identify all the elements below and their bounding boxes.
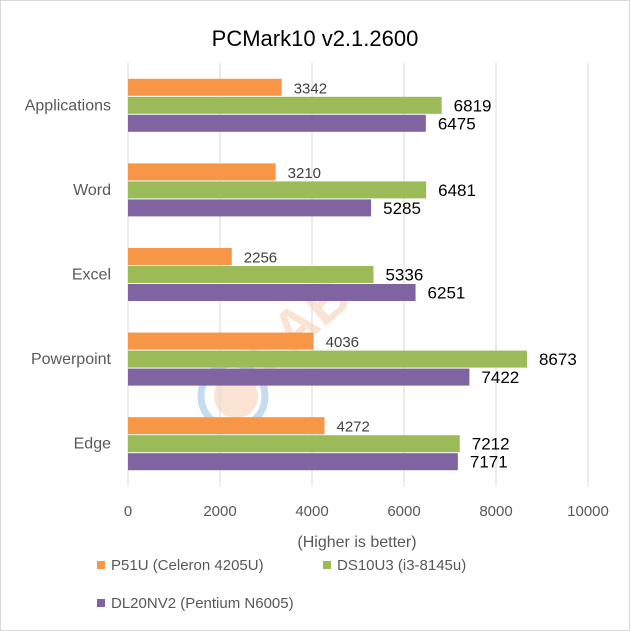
data-label: 7422 xyxy=(481,368,519,387)
chart-title: PCMark10 v2.1.2600 xyxy=(212,26,419,51)
legend-swatch-ds10u3 xyxy=(323,561,331,570)
data-label: 4036 xyxy=(326,334,359,351)
legend-label-p51u: P51U (Celeron 4205U) xyxy=(111,557,264,574)
bar xyxy=(128,78,282,96)
legend-label-dl20nv2: DL20NV2 (Pentium N6005) xyxy=(111,595,294,612)
legend-swatch-p51u xyxy=(97,561,105,570)
x-tick-label: 4000 xyxy=(295,503,328,520)
data-label: 6819 xyxy=(454,96,492,115)
legend-swatch-dl20nv2 xyxy=(97,599,105,608)
x-tick-label: 6000 xyxy=(387,503,420,520)
data-label: 6481 xyxy=(438,181,476,200)
bar xyxy=(128,350,527,368)
data-label: 7212 xyxy=(472,435,510,454)
x-tick-label: 2000 xyxy=(203,503,236,520)
category-label: Powerpoint xyxy=(31,351,112,368)
legend-label-ds10u3: DS10U3 (i3-8145u) xyxy=(337,557,467,574)
x-axis-ticks: 0 2000 4000 6000 8000 10000 xyxy=(124,503,609,520)
x-axis-title: (Higher is better) xyxy=(297,534,416,551)
data-label: 6251 xyxy=(428,284,466,303)
category-label: Word xyxy=(73,182,111,199)
bar xyxy=(128,199,372,217)
bar xyxy=(128,368,470,386)
bar xyxy=(128,181,427,199)
data-label: 3342 xyxy=(294,80,327,97)
legend-item-dl20nv2: DL20NV2 (Pentium N6005) xyxy=(97,595,294,612)
data-label: 5336 xyxy=(385,266,423,285)
bar xyxy=(128,332,314,350)
data-label: 4272 xyxy=(337,419,370,436)
bar xyxy=(128,284,416,301)
bar xyxy=(128,96,442,114)
data-label: 2256 xyxy=(244,250,277,267)
data-label: 6475 xyxy=(438,114,476,133)
bar xyxy=(128,453,458,471)
data-label: 8673 xyxy=(539,350,577,369)
bars xyxy=(128,78,527,471)
x-tick-label: 10000 xyxy=(567,503,609,520)
bar xyxy=(128,114,426,132)
bar xyxy=(128,248,232,265)
bar xyxy=(128,435,460,453)
category-labels: Applications Word Excel Powerpoint Edge xyxy=(25,97,112,452)
legend-item-p51u: P51U (Celeron 4205U) xyxy=(97,557,264,574)
bar xyxy=(128,266,374,283)
x-tick-label: 8000 xyxy=(479,503,512,520)
bar xyxy=(128,417,325,435)
category-label: Edge xyxy=(74,436,111,453)
legend-item-ds10u3: DS10U3 (i3-8145u) xyxy=(323,557,466,574)
x-tick-label: 0 xyxy=(124,503,132,520)
data-label: 7171 xyxy=(470,453,508,472)
category-label: Applications xyxy=(25,97,111,114)
category-label: Excel xyxy=(72,267,111,284)
bar xyxy=(128,163,276,181)
data-label: 3210 xyxy=(288,165,321,182)
data-label: 5285 xyxy=(383,199,421,218)
